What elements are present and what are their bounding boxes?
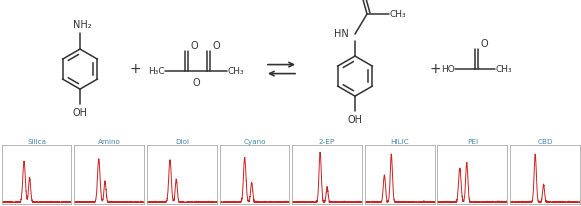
Text: +: + (129, 62, 141, 76)
Text: O: O (480, 39, 488, 49)
Title: Silica: Silica (27, 139, 46, 145)
Text: OH: OH (347, 115, 363, 125)
Text: NH₂: NH₂ (73, 20, 91, 30)
Text: HO: HO (441, 65, 455, 74)
Text: CH₃: CH₃ (390, 9, 407, 19)
Text: O: O (192, 78, 200, 88)
Title: HILIC: HILIC (390, 139, 409, 145)
Text: H₃C: H₃C (148, 67, 165, 76)
Title: 2-EP: 2-EP (319, 139, 335, 145)
Title: Amino: Amino (98, 139, 121, 145)
Text: O: O (213, 41, 220, 51)
Text: CH₃: CH₃ (228, 67, 245, 76)
Title: PEI: PEI (467, 139, 478, 145)
Title: Diol: Diol (175, 139, 189, 145)
Text: CH₃: CH₃ (496, 65, 512, 74)
Title: Cyano: Cyano (243, 139, 266, 145)
Title: CBD: CBD (537, 139, 553, 145)
Text: HN: HN (334, 29, 349, 39)
Text: O: O (191, 41, 198, 51)
Text: OH: OH (73, 108, 88, 118)
Text: +: + (429, 62, 441, 76)
